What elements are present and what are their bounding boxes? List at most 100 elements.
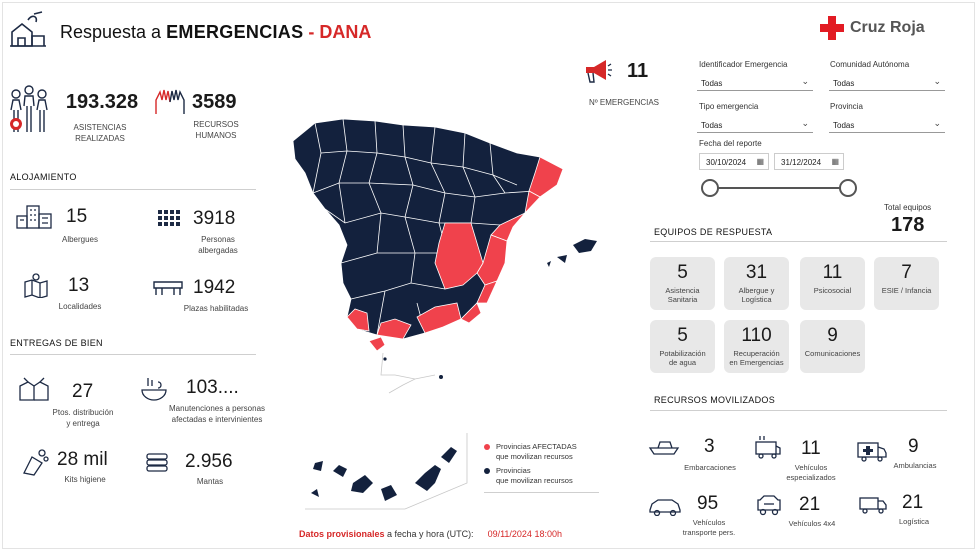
transporte-label: Vehículos transporte pers. xyxy=(682,518,736,537)
balearic-islands[interactable] xyxy=(547,239,597,267)
legend-affected: Provincias AFECTADAS que movilizan recurs… xyxy=(484,442,599,462)
fecha-label: Fecha del reporte xyxy=(699,139,762,148)
boxes-icon xyxy=(19,377,49,401)
emergencias-label: Nº EMERGENCIAS xyxy=(588,98,660,107)
ambulancias-label: Ambulancias xyxy=(893,461,937,470)
page-title: Respuesta a EMERGENCIAS - DANA xyxy=(60,22,372,42)
tipo-select[interactable]: Todas ⌄ xyxy=(697,118,813,133)
manutenciones-label: Manutenciones a personas afectadas e inte… xyxy=(168,404,266,424)
map-pin-icon xyxy=(24,273,48,298)
chevron-down-icon: ⌄ xyxy=(933,76,941,86)
truck-icon xyxy=(859,497,887,514)
equipo-card: 5 Asistencia Sanitaria xyxy=(650,257,715,310)
date-range-start-handle[interactable] xyxy=(701,179,719,197)
especializados-value: 11 xyxy=(801,438,821,459)
entregas-divider xyxy=(10,354,256,355)
tipo-label: Tipo emergencia xyxy=(699,102,759,111)
bed-grid-icon xyxy=(158,210,180,226)
mantas-value: 2.956 xyxy=(185,451,233,472)
chevron-down-icon: ⌄ xyxy=(801,118,809,128)
canary-islands[interactable] xyxy=(311,447,457,501)
ceuta-dot xyxy=(383,357,387,361)
ptos-label: Ptos. distribución y entrega xyxy=(52,408,114,428)
comunidad-select[interactable]: Todas ⌄ xyxy=(829,76,945,91)
embarcaciones-label: Embarcaciones xyxy=(684,463,736,472)
kits-value: 28 mil xyxy=(57,449,108,470)
equipo-card: 5 Potabilización de agua xyxy=(650,320,715,373)
plazas-label: Plazas habilitadas xyxy=(183,304,249,313)
ptos-value: 27 xyxy=(72,381,94,402)
logistica-value: 21 xyxy=(902,492,924,513)
date-range-end-handle[interactable] xyxy=(839,179,857,197)
brand-logo: Cruz Roja xyxy=(820,16,925,40)
ambulance-icon xyxy=(857,442,887,462)
spain-provinces-map[interactable] xyxy=(285,113,605,513)
4x4-icon xyxy=(757,495,781,516)
legend-other: Provincias que movilizan recursos xyxy=(484,466,599,486)
alojamiento-divider xyxy=(10,189,256,190)
ambulancias-value: 9 xyxy=(908,436,919,457)
total-equipos-value: 178 xyxy=(891,214,925,236)
emergency-scene-icon xyxy=(10,11,46,47)
meal-icon xyxy=(141,378,167,401)
beds-icon xyxy=(153,281,183,295)
date-range-track[interactable] xyxy=(709,187,849,189)
personas-label: Personas albergadas xyxy=(198,235,238,255)
recursos-label: RECURSOS HUMANOS xyxy=(193,120,239,140)
equipo-card: 11 Psicosocial xyxy=(800,257,865,310)
maritime-lines xyxy=(380,352,436,394)
4x4-label: Vehículos 4x4 xyxy=(788,519,836,528)
chevron-down-icon: ⌄ xyxy=(801,76,809,86)
provincia-select[interactable]: Todas ⌄ xyxy=(829,118,945,133)
transporte-value: 95 xyxy=(697,493,719,514)
localidades-label: Localidades xyxy=(58,302,102,311)
equipos-divider xyxy=(650,241,947,242)
provincia-label: Provincia xyxy=(830,102,863,111)
plazas-value: 1942 xyxy=(193,277,236,298)
date-to-input[interactable]: 31/12/2024 ▦ xyxy=(774,153,844,170)
legend-divider xyxy=(484,492,599,493)
affected-provinces[interactable] xyxy=(346,156,564,352)
map-legend: Provincias AFECTADAS que movilizan recurs… xyxy=(484,442,599,493)
buildings-icon xyxy=(16,205,52,229)
comunidad-label: Comunidad Autónoma xyxy=(830,60,910,69)
albergues-label: Albergues xyxy=(61,235,99,244)
albergues-value: 15 xyxy=(66,206,88,227)
mantas-label: Mantas xyxy=(196,477,224,486)
localidades-value: 13 xyxy=(68,275,90,296)
footer-note: Datos provisionales a fecha y hora (UTC)… xyxy=(299,529,562,539)
melilla-dot xyxy=(439,375,443,379)
personas-value: 3918 xyxy=(193,208,236,229)
asistencias-label: ASISTENCIAS REALIZADAS xyxy=(73,123,127,143)
red-cross-icon xyxy=(820,16,844,40)
asistencias-value: 193.328 xyxy=(65,91,139,113)
calendar-icon[interactable]: ▦ xyxy=(756,157,764,166)
date-from-input[interactable]: 30/10/2024 ▦ xyxy=(699,153,769,170)
recursos-value: 3589 xyxy=(192,91,237,113)
kits-label: Kits higiene xyxy=(64,475,106,484)
hygiene-kit-icon xyxy=(23,449,49,476)
car-icon xyxy=(649,499,681,516)
calendar-icon[interactable]: ▦ xyxy=(831,157,839,166)
emergencias-value: 11 xyxy=(627,60,649,82)
blankets-icon xyxy=(146,453,168,472)
especializados-label: Vehículos especializados xyxy=(786,463,836,482)
brand-name: Cruz Roja xyxy=(850,19,925,36)
equipo-card: 7 ESIE / Infancia xyxy=(874,257,939,310)
identificador-select[interactable]: Todas ⌄ xyxy=(697,76,813,91)
equipos-title: EQUIPOS DE RESPUESTA xyxy=(654,227,773,237)
identificador-label: Identificador Emergencia xyxy=(699,60,788,69)
affected-dot-icon xyxy=(484,444,490,450)
boat-icon xyxy=(648,441,680,455)
entregas-title: ENTREGAS DE BIEN xyxy=(10,338,103,348)
equipo-card: 9 Comunicaciones xyxy=(800,320,865,373)
recursos-movilizados-title: RECURSOS MOVILIZADOS xyxy=(654,395,776,405)
embarcaciones-value: 3 xyxy=(704,436,715,457)
other-dot-icon xyxy=(484,468,490,474)
recursos-movilizados-divider xyxy=(650,410,947,411)
megaphone-icon xyxy=(586,60,612,83)
4x4-value: 21 xyxy=(799,494,821,515)
manutenciones-value: 103.... xyxy=(186,377,239,398)
helping-hands-icon xyxy=(155,89,185,114)
